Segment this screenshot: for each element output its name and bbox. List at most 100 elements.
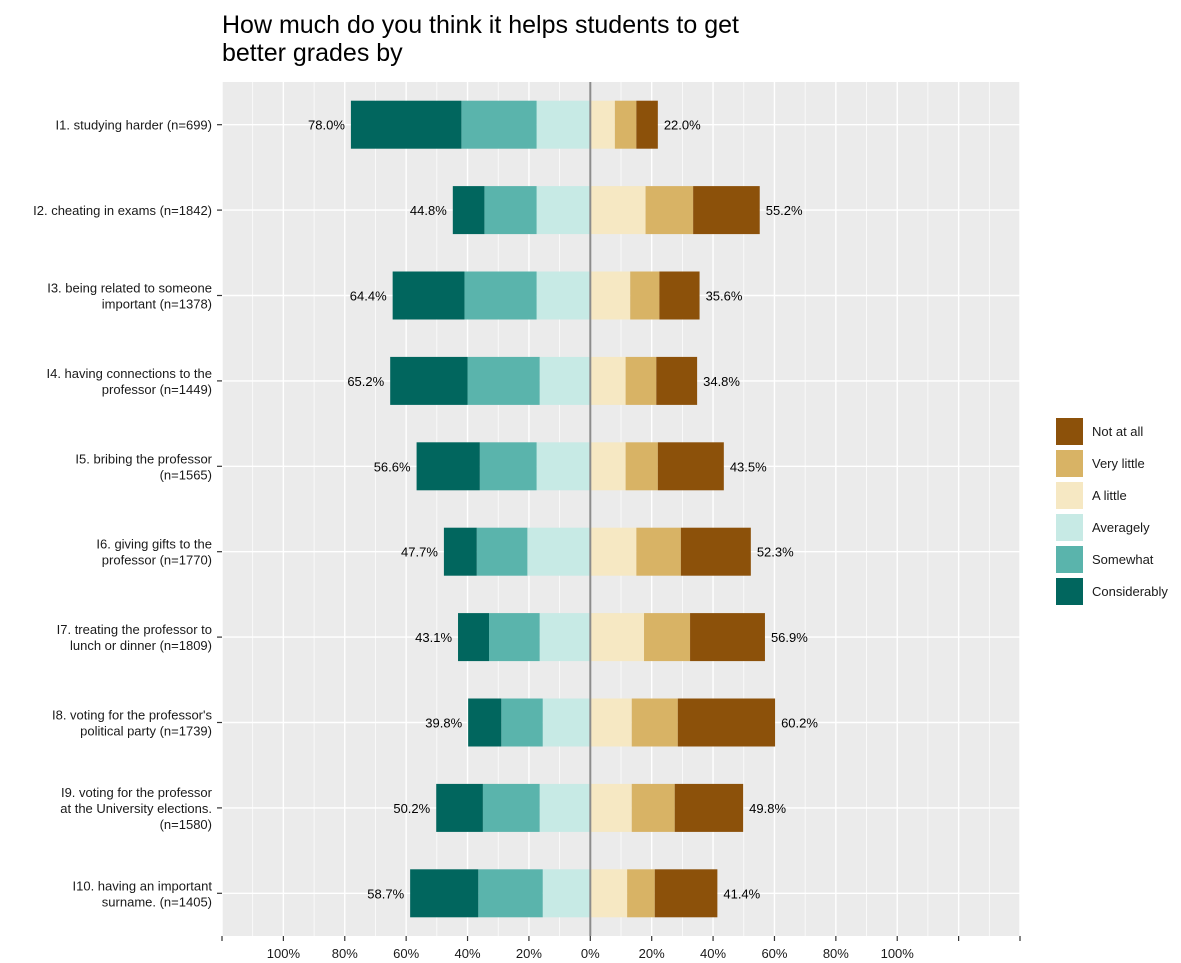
left-total-label: 78.0%: [308, 118, 345, 133]
x-axis: 100% 80% 60% 40% 20% 0% 20% 40% 60% 80% 100%: [221, 936, 1021, 961]
right-total-label: 49.8%: [749, 801, 786, 816]
legend-swatch-not-at-all: [1056, 418, 1083, 445]
bar-very-little: [644, 613, 691, 662]
bar-not-at-all: [656, 356, 698, 405]
category-label: I8. voting for the professor's political …: [52, 708, 213, 739]
bar-very-little: [630, 271, 660, 320]
x-tick-label: 80%: [823, 946, 849, 961]
legend: Not at all Very little A little Averagely So…: [1056, 418, 1168, 605]
bar-very-little: [631, 698, 678, 747]
category-label: I7. treating the professor to lunch or di…: [57, 622, 212, 653]
bar-averagely: [539, 613, 591, 662]
left-total-label: 47.7%: [401, 545, 438, 560]
x-tick-label: 80%: [332, 946, 358, 961]
bar-averagely: [536, 100, 591, 149]
bar-somewhat: [464, 271, 537, 320]
legend-label: A little: [1092, 488, 1127, 503]
right-total-label: 35.6%: [706, 289, 743, 304]
left-total-label: 64.4%: [350, 289, 387, 304]
bar-considerably: [458, 613, 490, 662]
left-total-label: 50.2%: [393, 801, 430, 816]
legend-label: Not at all: [1092, 424, 1143, 439]
legend-label: Averagely: [1092, 520, 1150, 535]
bar-a-little: [590, 698, 632, 747]
bar-considerably: [350, 100, 462, 149]
x-tick-label: 40%: [700, 946, 726, 961]
bar-considerably: [416, 442, 480, 491]
bar-averagely: [539, 783, 591, 832]
bar-averagely: [539, 356, 591, 405]
x-tick-label: 60%: [761, 946, 787, 961]
legend-swatch-considerably: [1056, 578, 1083, 605]
bar-very-little: [631, 783, 675, 832]
legend-swatch-averagely: [1056, 514, 1083, 541]
left-total-label: 44.8%: [410, 203, 447, 218]
bar-very-little: [614, 100, 637, 149]
x-tick-label: 20%: [639, 946, 665, 961]
bar-not-at-all: [654, 869, 718, 918]
x-tick-label: 0%: [581, 946, 600, 961]
bar-a-little: [590, 271, 631, 320]
bar-averagely: [542, 869, 591, 918]
right-total-label: 22.0%: [664, 118, 701, 133]
bar-somewhat: [479, 442, 537, 491]
category-label: I9. voting for the professor at the Unive…: [60, 785, 212, 832]
bar-somewhat: [489, 613, 540, 662]
bar-very-little: [625, 442, 658, 491]
x-tick-label: 100%: [881, 946, 915, 961]
legend-swatch-somewhat: [1056, 546, 1083, 573]
legend-label: Very little: [1092, 456, 1145, 471]
bar-a-little: [590, 869, 628, 918]
data-labels: 78.0% 22.0% 44.8% 55.2% 64.4% 35.6% 65.2% 34.8%…: [308, 118, 818, 902]
bar-somewhat: [484, 186, 537, 235]
legend-label: Considerably: [1092, 584, 1168, 599]
bar-not-at-all: [659, 271, 700, 320]
chart-title: How much do you think it helps students …: [222, 11, 739, 67]
bar-somewhat: [461, 100, 537, 149]
bar-a-little: [590, 356, 626, 405]
bar-a-little: [590, 613, 645, 662]
chart-title-line-1: better grades by: [222, 39, 403, 67]
right-total-label: 60.2%: [781, 716, 818, 731]
bar-somewhat: [467, 356, 540, 405]
bar-very-little: [627, 869, 655, 918]
bar-somewhat: [478, 869, 543, 918]
bar-a-little: [590, 783, 632, 832]
category-label: I1. studying harder (n=699): [56, 118, 212, 133]
bar-not-at-all: [674, 783, 744, 832]
bar-averagely: [536, 442, 591, 491]
category-label: I4. having connections to the professor (…: [46, 366, 212, 397]
bar-very-little: [645, 186, 694, 235]
bar-a-little: [590, 527, 637, 576]
bar-not-at-all: [690, 613, 765, 662]
bar-considerably: [392, 271, 465, 320]
legend-swatch-a-little: [1056, 482, 1083, 509]
category-label: I3. being related to someone important (n…: [47, 281, 212, 312]
chart-title-line-0: How much do you think it helps students …: [222, 11, 739, 39]
bar-a-little: [590, 100, 615, 149]
y-axis-labels: I1. studying harder (n=699) I2. cheating …: [33, 118, 222, 909]
left-total-label: 56.6%: [374, 459, 411, 474]
bar-not-at-all: [636, 100, 658, 149]
bar-somewhat: [501, 698, 543, 747]
category-label: I5. bribing the professor (n=1565): [75, 451, 212, 482]
category-label: I10. having an important surname. (n=1405…: [73, 878, 213, 909]
bar-not-at-all: [680, 527, 751, 576]
bar-averagely: [527, 527, 591, 576]
bar-considerably: [468, 698, 502, 747]
bar-somewhat: [482, 783, 540, 832]
x-tick-label: 40%: [455, 946, 481, 961]
bar-a-little: [590, 186, 646, 235]
bar-considerably: [410, 869, 479, 918]
bars: [350, 100, 776, 918]
category-label: I6. giving gifts to the professor (n=1770…: [96, 537, 212, 568]
right-total-label: 52.3%: [757, 545, 794, 560]
x-tick-label: 20%: [516, 946, 542, 961]
bar-considerably: [443, 527, 477, 576]
right-total-label: 43.5%: [730, 459, 767, 474]
bar-very-little: [636, 527, 681, 576]
x-tick-label: 60%: [393, 946, 419, 961]
left-total-label: 39.8%: [425, 716, 462, 731]
